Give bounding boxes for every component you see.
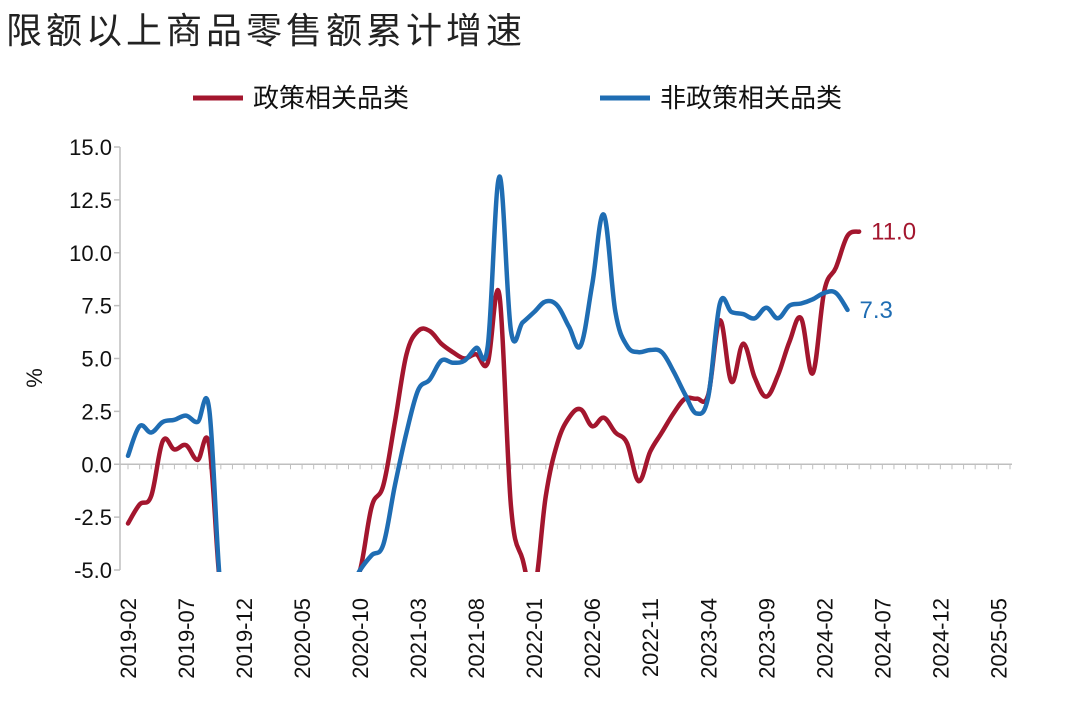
y-tick-label: 7.5: [81, 294, 112, 319]
x-tick-label: 2021-08: [464, 598, 489, 679]
x-tick-label: 2021-03: [406, 598, 431, 679]
y-tick-label: 2.5: [81, 399, 112, 424]
x-tick-label: 2024-12: [928, 598, 953, 679]
x-tick-label: 2022-06: [580, 598, 605, 679]
y-tick-label: 0.0: [81, 452, 112, 477]
x-tick-label: 2024-02: [812, 598, 837, 679]
series-line-1: [125, 174, 850, 572]
series-line-0: [125, 229, 862, 572]
series-lines: [125, 174, 862, 572]
y-tick-label: 12.5: [69, 188, 112, 213]
x-tick-label: 2022-01: [522, 598, 547, 679]
y-axis-label: %: [22, 368, 47, 388]
x-tick-label: 2019-07: [174, 598, 199, 679]
x-tick-label: 2020-10: [348, 598, 373, 679]
end-label-1: 7.3: [860, 297, 893, 324]
x-tick-label: 2023-09: [754, 598, 779, 679]
legend-label-nonpolicy: 非政策相关品类: [660, 84, 842, 114]
x-tick-label: 2019-02: [116, 598, 141, 679]
end-label-0: 11.0: [871, 219, 916, 246]
end-labels: 11.0 7.3: [860, 219, 917, 324]
legend-label-policy: 政策相关品类: [253, 84, 409, 114]
x-tick-label: 2024-07: [870, 598, 895, 679]
x-tick-label: 2022-11: [638, 598, 663, 677]
x-tick-label: 2020-05: [290, 598, 315, 679]
x-tick-label: 2019-12: [232, 598, 257, 679]
x-tick-label: 2023-04: [696, 598, 721, 679]
x-tick-label: 2025-05: [986, 598, 1011, 679]
legend: 政策相关品类 非政策相关品类: [193, 84, 842, 114]
y-tick-label: -5.0: [74, 558, 112, 583]
y-tick-label: 10.0: [69, 241, 112, 266]
y-tick-label: 15.0: [69, 135, 112, 160]
y-tick-label: 5.0: [81, 347, 112, 372]
y-tick-label: -2.5: [74, 505, 112, 530]
chart-title: 限额以上商品零售额累计增速: [6, 11, 527, 52]
